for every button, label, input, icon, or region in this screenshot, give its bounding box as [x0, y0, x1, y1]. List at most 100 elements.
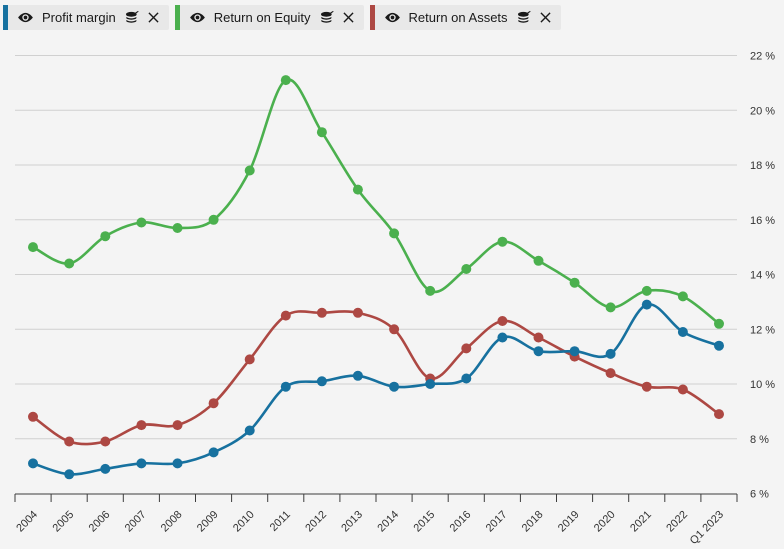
series-point-return-on-assets-q1-2023[interactable] — [714, 409, 724, 420]
series-point-profit-margin-2009[interactable] — [208, 447, 219, 458]
series-point-return-on-assets-2005[interactable] — [64, 436, 75, 447]
series-point-return-on-assets-2014[interactable] — [389, 324, 400, 335]
series-point-profit-margin-2006[interactable] — [100, 463, 111, 474]
eye-icon[interactable] — [384, 9, 401, 26]
series-point-return-on-assets-2011[interactable] — [280, 310, 291, 321]
series-point-return-on-equity-2016[interactable] — [461, 264, 472, 274]
x-axis-label: 2005 — [51, 509, 77, 535]
series-point-return-on-assets-2016[interactable] — [461, 343, 472, 354]
series-point-return-on-assets-2020[interactable] — [605, 368, 616, 379]
series-point-return-on-assets-2006[interactable] — [100, 436, 111, 447]
series-point-return-on-equity-2010[interactable] — [244, 165, 255, 176]
series-point-profit-margin-2020[interactable] — [605, 348, 616, 359]
x-axis-label: 2022 — [664, 509, 690, 535]
x-axis-label: 2019 — [556, 509, 582, 535]
legend-chip-return-on-equity[interactable]: Return on Equity — [174, 5, 364, 30]
series-point-return-on-assets-2009[interactable] — [208, 398, 219, 409]
eye-icon[interactable] — [17, 9, 34, 26]
series-point-return-on-equity-2021[interactable] — [641, 285, 652, 296]
series-point-return-on-equity-2018[interactable] — [533, 255, 544, 266]
series-point-return-on-equity-2015[interactable] — [425, 285, 436, 296]
legend-chip-profit-margin[interactable]: Profit margin — [3, 5, 169, 30]
y-axis-label: 10 % — [750, 379, 775, 391]
close-icon[interactable] — [342, 12, 354, 23]
x-axis-label: 2020 — [592, 509, 618, 535]
series-point-return-on-assets-2017[interactable] — [497, 316, 508, 326]
series-point-profit-margin-2005[interactable] — [64, 469, 75, 480]
series-point-return-on-equity-2011[interactable] — [280, 75, 291, 86]
series-point-profit-margin-2010[interactable] — [244, 425, 255, 436]
series-point-return-on-equity-q1-2023[interactable] — [714, 318, 724, 329]
close-icon[interactable] — [539, 12, 551, 23]
x-axis-label: 2011 — [268, 509, 293, 534]
series-point-return-on-equity-2009[interactable] — [208, 214, 219, 225]
series-point-return-on-equity-2004[interactable] — [28, 242, 38, 253]
series-point-return-on-equity-2019[interactable] — [569, 277, 580, 288]
x-axis-label: 2009 — [195, 509, 221, 535]
legend: Profit margin Return on Equity — [3, 5, 561, 30]
series-point-profit-margin-2017[interactable] — [497, 332, 508, 343]
x-axis-label: 2008 — [159, 509, 185, 535]
legend-label: Return on Assets — [408, 10, 508, 25]
series-point-profit-margin-2012[interactable] — [316, 376, 327, 387]
y-axis-label: 12 % — [750, 324, 775, 336]
y-axis-label: 18 % — [750, 160, 775, 172]
series-point-profit-margin-2019[interactable] — [569, 346, 580, 357]
series-point-return-on-equity-2013[interactable] — [352, 184, 363, 195]
series-point-return-on-assets-2013[interactable] — [352, 307, 363, 318]
series-point-return-on-equity-2012[interactable] — [316, 127, 327, 138]
legend-label: Profit margin — [42, 10, 116, 25]
series-point-profit-margin-2021[interactable] — [641, 299, 652, 310]
series-point-return-on-equity-2020[interactable] — [605, 302, 616, 313]
close-icon[interactable] — [148, 12, 159, 23]
y-axis-label: 22 % — [750, 51, 775, 63]
series-point-return-on-assets-2004[interactable] — [28, 411, 38, 422]
series-point-return-on-equity-2005[interactable] — [64, 258, 75, 269]
x-axis-label: 2010 — [231, 509, 257, 535]
series-point-profit-margin-2015[interactable] — [425, 379, 436, 389]
series-line-return-on-equity — [32, 78, 720, 325]
series-point-profit-margin-2013[interactable] — [352, 370, 363, 381]
x-axis-label: 2021 — [628, 509, 654, 535]
series-point-return-on-equity-2014[interactable] — [389, 228, 400, 239]
x-axis-label: 2014 — [375, 509, 401, 535]
coins-stack-icon[interactable] — [516, 10, 532, 26]
series-point-return-on-equity-2008[interactable] — [172, 223, 183, 233]
y-axis-label: 6 % — [750, 489, 769, 501]
x-axis-label: 2015 — [412, 509, 438, 535]
x-axis-label: 2012 — [303, 509, 329, 535]
x-axis-label: 2004 — [14, 509, 40, 535]
legend-chip-return-on-assets[interactable]: Return on Assets — [369, 5, 561, 30]
series-point-return-on-assets-2008[interactable] — [172, 420, 183, 431]
y-axis-label: 20 % — [750, 105, 775, 117]
coins-stack-icon[interactable] — [124, 10, 140, 26]
y-axis-label: 16 % — [750, 215, 775, 227]
series-point-return-on-assets-2010[interactable] — [244, 354, 255, 365]
series-point-profit-margin-2004[interactable] — [28, 458, 38, 469]
eye-icon[interactable] — [189, 9, 206, 26]
series-point-return-on-equity-2006[interactable] — [100, 231, 111, 242]
series-point-profit-margin-2018[interactable] — [533, 346, 544, 357]
series-point-profit-margin-2007[interactable] — [136, 458, 147, 469]
series-point-profit-margin-2011[interactable] — [280, 381, 291, 392]
series-point-return-on-assets-2021[interactable] — [641, 381, 652, 392]
series-point-return-on-equity-2007[interactable] — [136, 217, 147, 228]
series-point-profit-margin-2008[interactable] — [172, 458, 183, 469]
series-point-profit-margin-2014[interactable] — [389, 381, 400, 392]
series-point-profit-margin-q1-2023[interactable] — [714, 340, 724, 351]
series-point-return-on-assets-2022[interactable] — [677, 384, 688, 395]
series-point-return-on-assets-2007[interactable] — [136, 420, 147, 431]
x-axis-label: 2007 — [123, 509, 149, 535]
series-point-return-on-assets-2018[interactable] — [533, 332, 544, 343]
x-axis-label: 2006 — [87, 509, 113, 535]
series-point-return-on-assets-2012[interactable] — [316, 307, 327, 318]
x-axis-label: 2013 — [339, 509, 365, 535]
x-axis-label: 2018 — [520, 509, 546, 535]
coins-stack-icon[interactable] — [319, 10, 335, 26]
series-point-profit-margin-2022[interactable] — [677, 327, 688, 337]
series-point-profit-margin-2016[interactable] — [461, 373, 472, 384]
series-point-return-on-equity-2017[interactable] — [497, 236, 508, 247]
series-point-return-on-equity-2022[interactable] — [677, 291, 688, 302]
x-axis-label: 2016 — [448, 509, 474, 535]
